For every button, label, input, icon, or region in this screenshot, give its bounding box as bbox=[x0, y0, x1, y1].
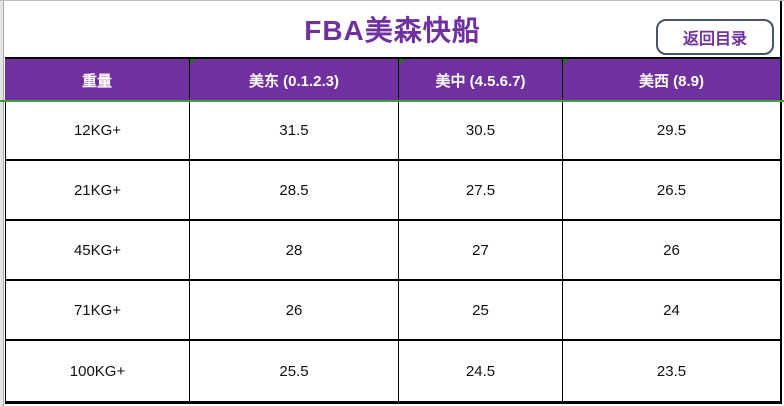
rate-cell[interactable]: 30.5 bbox=[399, 101, 563, 159]
table-header-row: 重量 美东 (0.1.2.3) 美中 (4.5.6.7) 美西 (8.9) bbox=[5, 59, 780, 101]
table-row: 21KG+ 28.5 27.5 26.5 bbox=[5, 161, 780, 221]
top-gridline bbox=[0, 0, 784, 1]
rate-cell[interactable]: 29.5 bbox=[656, 121, 687, 139]
column-header-label: 美西 (8.9) bbox=[638, 72, 704, 90]
rate-cell[interactable]: 26 bbox=[190, 281, 399, 339]
column-header-label: 美中 (4.5.6.7) bbox=[435, 72, 526, 90]
table-row: 100KG+ 25.5 24.5 23.5 bbox=[5, 341, 780, 401]
back-to-directory-button[interactable]: 返回目录 bbox=[656, 19, 774, 55]
rate-cell[interactable]: 27.5 bbox=[399, 161, 563, 219]
rate-cell[interactable]: 24 bbox=[663, 301, 680, 319]
table-row: 45KG+ 28 27 26 bbox=[5, 221, 780, 281]
table-body: 12KG+ 31.5 30.5 29.5 21KG+ 28.5 27.5 26.… bbox=[5, 101, 780, 401]
rate-cell[interactable]: 26 bbox=[663, 241, 680, 259]
weight-cell[interactable]: 21KG+ bbox=[5, 161, 190, 219]
rate-cell[interactable]: 31.5 bbox=[190, 101, 399, 159]
comment-indicator-icon bbox=[190, 59, 196, 65]
rate-cell[interactable]: 27 bbox=[399, 221, 563, 279]
title-divider bbox=[5, 57, 780, 59]
rate-cell[interactable]: 28.5 bbox=[190, 161, 399, 219]
title-band: FBA美森快船 返回目录 bbox=[5, 1, 780, 57]
sheet-left-margin bbox=[0, 0, 4, 406]
rate-cell[interactable]: 24.5 bbox=[399, 341, 563, 401]
column-header-label: 美东 (0.1.2.3) bbox=[248, 72, 340, 90]
weight-cell[interactable]: 12KG+ bbox=[5, 101, 190, 159]
column-header-label: 重量 bbox=[81, 72, 112, 90]
back-to-directory-label: 返回目录 bbox=[682, 31, 747, 48]
comment-indicator-icon bbox=[399, 59, 405, 65]
column-header-us-west[interactable]: 美西 (8.9) bbox=[563, 59, 780, 101]
comment-indicator-icon bbox=[563, 59, 569, 65]
spreadsheet-view: FBA美森快船 返回目录 重量 美东 (0.1.2.3) 美中 (4.5.6.7… bbox=[5, 1, 782, 404]
green-gridline bbox=[0, 100, 784, 102]
column-header-us-central[interactable]: 美中 (4.5.6.7) bbox=[399, 59, 563, 101]
column-header-weight[interactable]: 重量 bbox=[5, 59, 190, 101]
column-header-us-east[interactable]: 美东 (0.1.2.3) bbox=[190, 59, 399, 101]
weight-cell[interactable]: 45KG+ bbox=[5, 221, 190, 279]
weight-cell[interactable]: 71KG+ bbox=[5, 281, 190, 339]
table-row: 12KG+ 31.5 30.5 29.5 bbox=[5, 101, 780, 161]
rate-cell[interactable]: 23.5 bbox=[656, 362, 687, 380]
rate-cell[interactable]: 28 bbox=[190, 221, 399, 279]
rate-cell[interactable]: 26.5 bbox=[656, 181, 687, 199]
table-row: 71KG+ 26 25 24 bbox=[5, 281, 780, 341]
table-bottom-border bbox=[5, 401, 780, 404]
rate-cell[interactable]: 25 bbox=[399, 281, 563, 339]
weight-cell[interactable]: 100KG+ bbox=[5, 341, 190, 401]
page-title: FBA美森快船 bbox=[304, 15, 481, 46]
rate-cell[interactable]: 25.5 bbox=[190, 341, 399, 401]
